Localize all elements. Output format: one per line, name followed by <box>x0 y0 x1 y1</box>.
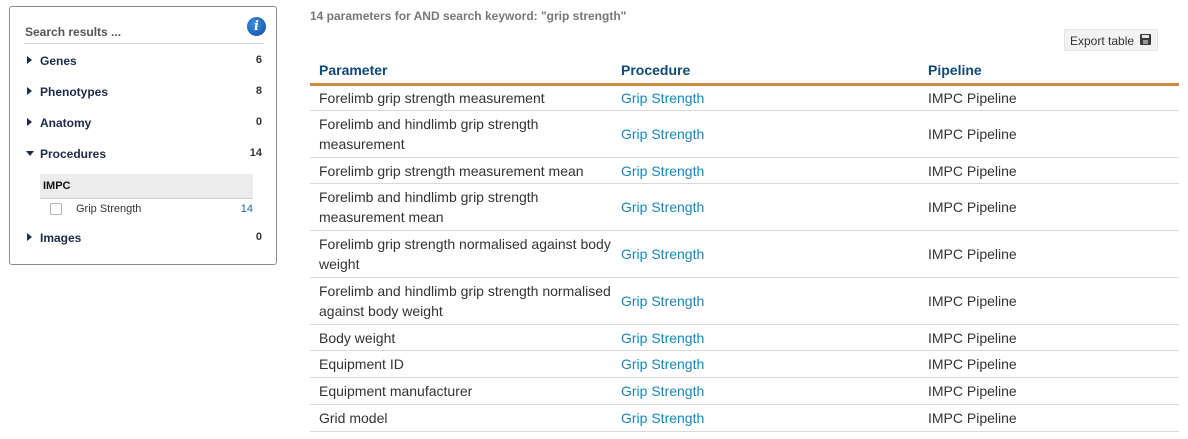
parameter-cell: Forelimb and hindlimb grip strength meas… <box>310 110 612 158</box>
filter-count: 14 <box>240 203 253 215</box>
table-row: Grid model Grip Strength IMPC Pipeline <box>310 404 1179 432</box>
facets-title: Search results ... <box>25 25 122 39</box>
procedure-link[interactable]: Grip Strength <box>612 277 919 325</box>
results-summary: 14 parameters for AND search keyword: "g… <box>310 9 627 23</box>
parameter-cell: Equipment manufacturer <box>310 377 612 405</box>
facet-count: 0 <box>255 116 262 128</box>
table-row: Forelimb grip strength measurement Grip S… <box>310 84 1179 111</box>
parameter-cell: Forelimb and hindlimb grip strength norm… <box>310 277 612 325</box>
procedures-group-header: IMPC <box>40 174 253 199</box>
facet-procedures[interactable]: Procedures 14 <box>26 146 262 164</box>
facet-count: 14 <box>249 147 262 159</box>
column-header-pipeline[interactable]: Pipeline <box>919 56 1179 86</box>
procedures-group-label: IMPC <box>43 180 71 192</box>
search-facets-panel: Search results ... i Genes 6 Phenotypes … <box>9 6 277 265</box>
pipeline-cell: IMPC Pipeline <box>919 84 1179 111</box>
parameter-cell: Equipment ID <box>310 350 612 378</box>
pipeline-cell: IMPC Pipeline <box>919 157 1179 184</box>
table-header-row: Parameter Procedure Pipeline <box>310 56 1179 86</box>
pipeline-cell: IMPC Pipeline <box>919 404 1179 432</box>
facet-label: Images <box>40 231 82 245</box>
export-label: Export table <box>1070 34 1135 48</box>
parameter-cell: Forelimb grip strength normalised agains… <box>310 230 612 278</box>
results-table: Parameter Procedure Pipeline Forelimb gr… <box>310 56 1179 432</box>
procedure-filter-grip-strength[interactable]: Grip Strength 14 <box>50 201 253 219</box>
procedure-link[interactable]: Grip Strength <box>612 350 919 378</box>
info-icon[interactable]: i <box>247 17 266 36</box>
table-row: Equipment manufacturer Grip Strength IMPC … <box>310 377 1179 405</box>
pipeline-cell: IMPC Pipeline <box>919 324 1179 351</box>
procedure-link[interactable]: Grip Strength <box>612 404 919 432</box>
pipeline-cell: IMPC Pipeline <box>919 377 1179 405</box>
table-row: Forelimb and hindlimb grip strength norm… <box>310 277 1179 325</box>
parameter-cell: Grid model <box>310 404 612 432</box>
procedure-link[interactable]: Grip Strength <box>612 110 919 158</box>
caret-down-icon <box>26 151 34 156</box>
table-row: Forelimb grip strength measurement mean G… <box>310 157 1179 184</box>
procedure-link[interactable]: Grip Strength <box>612 230 919 278</box>
facet-label: Phenotypes <box>40 85 109 99</box>
filter-label: Grip Strength <box>76 203 142 215</box>
caret-right-icon <box>27 87 32 95</box>
facet-count: 6 <box>255 54 262 66</box>
procedure-link[interactable]: Grip Strength <box>612 157 919 184</box>
pipeline-cell: IMPC Pipeline <box>919 110 1179 158</box>
pipeline-cell: IMPC Pipeline <box>919 277 1179 325</box>
parameter-cell: Forelimb grip strength measurement mean <box>310 157 612 184</box>
facet-label: Procedures <box>40 147 107 161</box>
export-table-button[interactable]: Export table <box>1064 29 1158 51</box>
table-row: Forelimb grip strength normalised agains… <box>310 230 1179 278</box>
facet-anatomy[interactable]: Anatomy 0 <box>26 115 262 133</box>
facet-label: Genes <box>40 54 77 68</box>
parameter-cell: Forelimb and hindlimb grip strength meas… <box>310 183 612 231</box>
pipeline-cell: IMPC Pipeline <box>919 230 1179 278</box>
facet-genes[interactable]: Genes 6 <box>26 53 262 71</box>
parameter-cell: Body weight <box>310 324 612 351</box>
facet-images[interactable]: Images 0 <box>26 230 262 248</box>
procedure-link[interactable]: Grip Strength <box>612 183 919 231</box>
table-row: Forelimb and hindlimb grip strength meas… <box>310 183 1179 231</box>
caret-right-icon <box>27 118 32 126</box>
pipeline-cell: IMPC Pipeline <box>919 183 1179 231</box>
facet-phenotypes[interactable]: Phenotypes 8 <box>26 84 262 102</box>
column-header-parameter[interactable]: Parameter <box>310 56 612 86</box>
grip-strength-checkbox[interactable] <box>50 203 62 215</box>
procedure-link[interactable]: Grip Strength <box>612 84 919 111</box>
facet-label: Anatomy <box>40 116 92 130</box>
caret-right-icon <box>27 56 32 64</box>
caret-right-icon <box>27 233 32 241</box>
facet-count: 0 <box>255 231 262 243</box>
procedure-link[interactable]: Grip Strength <box>612 324 919 351</box>
floppy-disk-icon <box>1140 34 1151 45</box>
facet-count: 8 <box>255 85 262 97</box>
facets-header: Search results ... i <box>24 17 266 44</box>
pipeline-cell: IMPC Pipeline <box>919 350 1179 378</box>
column-header-procedure[interactable]: Procedure <box>612 56 919 86</box>
table-row: Body weight Grip Strength IMPC Pipeline <box>310 324 1179 351</box>
table-row: Equipment ID Grip Strength IMPC Pipeline <box>310 350 1179 378</box>
procedure-link[interactable]: Grip Strength <box>612 377 919 405</box>
parameter-cell: Forelimb grip strength measurement <box>310 84 612 111</box>
table-row: Forelimb and hindlimb grip strength meas… <box>310 110 1179 158</box>
